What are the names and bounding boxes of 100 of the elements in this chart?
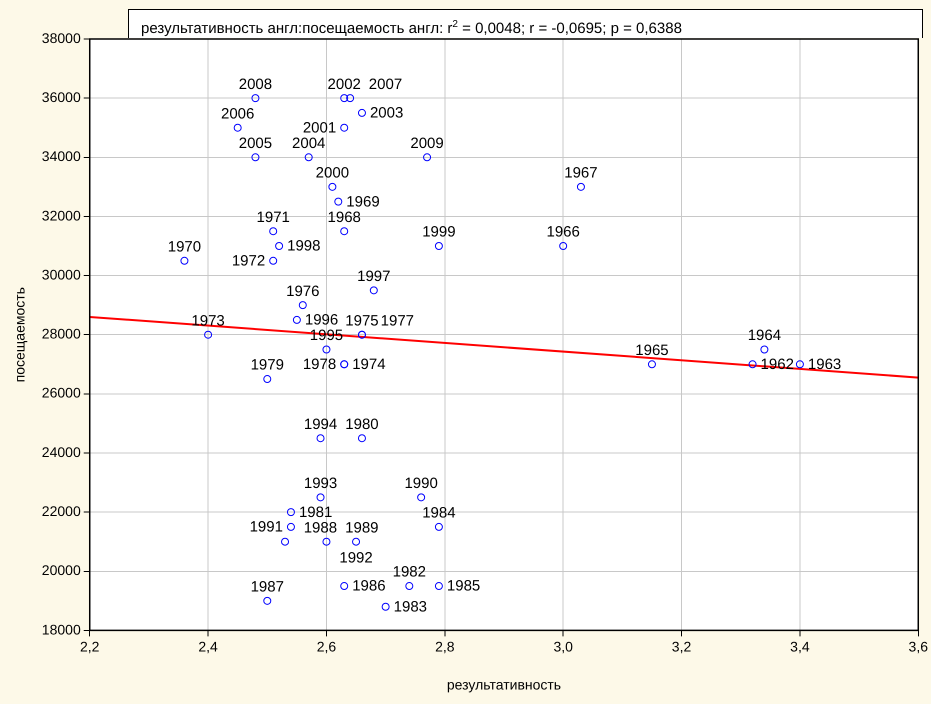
annotation: 1989 xyxy=(345,519,379,536)
point xyxy=(328,182,336,191)
point xyxy=(334,198,342,206)
y-tick-label: 32000 xyxy=(42,207,81,224)
point xyxy=(434,582,443,590)
y-axis-title: посещаемость xyxy=(11,287,28,382)
annotation: 1980 xyxy=(345,416,379,433)
y-tick-label: 36000 xyxy=(42,89,81,105)
point xyxy=(346,94,354,102)
x-tick-label: 3,2 xyxy=(672,638,692,655)
annotation: 1978 xyxy=(302,356,336,373)
annotation: 1987 xyxy=(250,578,284,596)
annotation: 1981 xyxy=(298,504,332,521)
annotation: 1963 xyxy=(808,356,842,373)
annotation: 2003 xyxy=(370,104,404,122)
point xyxy=(286,508,295,516)
y-tick-label: 24000 xyxy=(42,444,81,460)
point xyxy=(559,242,568,250)
point xyxy=(340,582,348,590)
y-tick-label: 38000 xyxy=(42,30,81,46)
annotation: 1977 xyxy=(380,312,414,330)
annotation: 1992 xyxy=(339,549,373,566)
y-tick-label: 34000 xyxy=(42,148,81,164)
point xyxy=(292,316,301,324)
annotation: 1967 xyxy=(564,164,598,182)
y-tick-label: 18000 xyxy=(42,621,81,638)
annotation: 2008 xyxy=(238,76,272,93)
annotation: 1993 xyxy=(304,474,338,492)
annotation: 2001 xyxy=(302,119,336,136)
point xyxy=(180,256,188,265)
x-tick-label: 2,2 xyxy=(80,638,100,655)
chart-title: результативность англ:посещаемость англ: r$^{2}$ = 0,0048; r = -0,0695; p = 0,6388 xyxy=(128,9,923,38)
point xyxy=(298,301,307,310)
point xyxy=(316,493,325,502)
annotation: 2000 xyxy=(316,164,350,182)
annotation: 1973 xyxy=(191,312,225,330)
point xyxy=(340,94,348,102)
annotation: 1986 xyxy=(352,578,386,595)
point xyxy=(417,493,426,502)
point xyxy=(340,124,348,132)
annotation: 1972 xyxy=(232,252,266,270)
point xyxy=(263,596,272,605)
point xyxy=(269,256,278,265)
annotation: 2002 xyxy=(328,76,361,93)
point xyxy=(382,602,390,611)
point xyxy=(405,582,414,590)
point xyxy=(269,227,278,236)
point xyxy=(281,538,290,546)
point xyxy=(358,108,366,117)
annotation: 1965 xyxy=(635,342,669,359)
point xyxy=(748,360,757,368)
annotation: 1985 xyxy=(446,578,480,595)
point xyxy=(322,538,330,546)
x-tick-label: 2,4 xyxy=(198,638,218,655)
annotation: 2009 xyxy=(410,134,444,152)
annotation: 1975 xyxy=(345,312,379,330)
point xyxy=(263,375,272,384)
point xyxy=(423,153,432,162)
annotation: 1964 xyxy=(748,327,782,344)
annotation: 1968 xyxy=(328,208,361,226)
annotation: 1998 xyxy=(287,238,320,255)
point xyxy=(234,124,242,132)
point xyxy=(316,434,325,442)
annotation: 1970 xyxy=(168,238,202,256)
point xyxy=(352,538,360,546)
annotation: 2006 xyxy=(220,105,254,122)
point xyxy=(648,360,656,368)
annotation: 2004 xyxy=(292,134,326,152)
annotation: 1979 xyxy=(250,356,284,374)
y-tick-label: 20000 xyxy=(42,562,81,578)
point xyxy=(434,522,443,531)
annotation: 1969 xyxy=(346,193,380,210)
x-axis-title: результативность xyxy=(446,676,562,692)
annotation: 2005 xyxy=(238,134,272,152)
annotation: 1971 xyxy=(256,208,290,226)
y-tick-label: 30000 xyxy=(42,266,81,282)
point xyxy=(796,360,804,368)
annotation: 1990 xyxy=(404,474,438,492)
annotation: 1983 xyxy=(394,598,428,616)
x-tick-label: 2,8 xyxy=(435,638,455,655)
annotation: 1991 xyxy=(250,518,283,536)
y-tick-label: 26000 xyxy=(42,384,81,401)
point xyxy=(760,345,768,354)
annotation: 1994 xyxy=(304,416,338,433)
x-tick-label: 2,6 xyxy=(316,638,336,655)
annotation: 1996 xyxy=(304,312,338,329)
annotation: 1988 xyxy=(304,519,338,536)
x-tick-label: 3,6 xyxy=(908,638,928,655)
point xyxy=(251,94,260,102)
x-tick-label: 3,4 xyxy=(790,638,810,655)
annotation: 1999 xyxy=(422,224,456,241)
point xyxy=(251,153,260,162)
point xyxy=(304,153,313,162)
annotation: 1997 xyxy=(357,268,390,285)
annotation: 1984 xyxy=(422,504,456,522)
point xyxy=(204,330,212,339)
point xyxy=(275,242,284,250)
annotation: 1982 xyxy=(392,564,426,581)
point xyxy=(286,522,295,531)
annotation: 1966 xyxy=(546,224,580,241)
